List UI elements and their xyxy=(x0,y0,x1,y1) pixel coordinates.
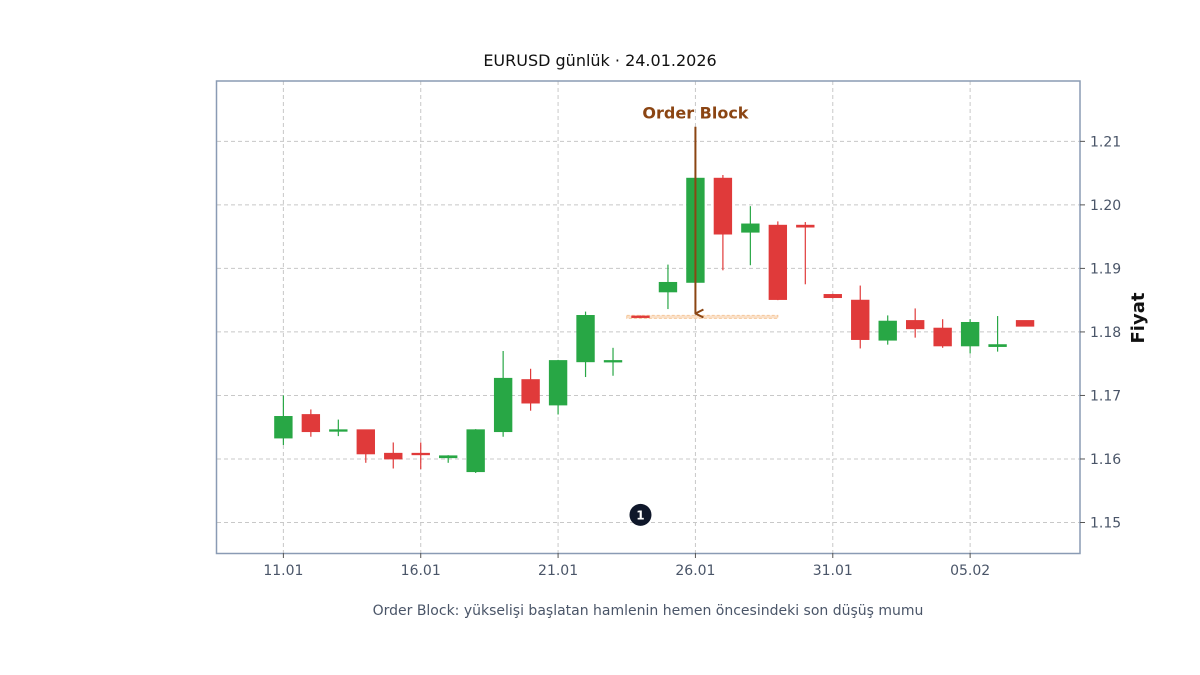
candle xyxy=(439,455,458,463)
y-tick-label: 1.18 xyxy=(1090,325,1121,341)
badge-label: 1 xyxy=(636,508,644,522)
candle-body xyxy=(576,315,595,363)
y-tick-label: 1.20 xyxy=(1090,198,1121,214)
candle xyxy=(1015,320,1035,327)
candle xyxy=(521,368,540,411)
candle-body xyxy=(329,429,348,432)
candle-body xyxy=(905,320,925,330)
annotation-label: Order Block xyxy=(642,104,748,123)
candle xyxy=(768,221,788,301)
candle xyxy=(356,429,375,463)
candle-body xyxy=(988,344,1007,347)
candle xyxy=(960,319,980,354)
candle xyxy=(466,429,485,473)
candle-body xyxy=(960,321,980,347)
candles xyxy=(274,175,1035,473)
candle xyxy=(603,347,623,376)
y-tick-label: 1.21 xyxy=(1090,134,1121,150)
x-tick-label: 05.02 xyxy=(950,563,990,579)
candle-body xyxy=(823,294,842,299)
candle-body xyxy=(878,320,897,341)
candle-body xyxy=(768,224,788,300)
x-axis: 11.01 16.01 21.01 26.01 31.01 05.02 xyxy=(263,553,990,579)
x-tick-label: 16.01 xyxy=(401,563,441,579)
annotations: Order Block 1 xyxy=(629,104,749,526)
candle xyxy=(631,315,650,318)
candle xyxy=(988,316,1007,352)
y-tick-label: 1.15 xyxy=(1090,516,1121,532)
candle-body xyxy=(466,429,485,473)
candle xyxy=(301,409,321,437)
candle-body xyxy=(521,379,540,404)
x-tick-label: 21.01 xyxy=(538,563,578,579)
x-tick-label: 31.01 xyxy=(813,563,853,579)
candle xyxy=(411,442,430,470)
candle xyxy=(851,285,870,349)
candle-body xyxy=(741,223,760,233)
candle-body xyxy=(356,429,375,455)
candle-body xyxy=(603,360,623,363)
candle-body xyxy=(851,299,870,340)
candle-body xyxy=(796,224,815,228)
candle-body xyxy=(439,455,458,459)
candle-body xyxy=(411,452,430,456)
x-tick-label: 26.01 xyxy=(675,563,715,579)
candle-body xyxy=(631,315,650,318)
y-tick-label: 1.19 xyxy=(1090,261,1121,277)
candle xyxy=(823,293,842,299)
candle-body xyxy=(933,327,952,347)
candle-body xyxy=(274,416,293,439)
badge-circle xyxy=(629,503,652,526)
candle xyxy=(548,359,568,415)
grid xyxy=(217,81,1080,553)
y-axis: 1.15 1.16 1.17 1.18 1.19 1.20 1.21 xyxy=(1080,134,1121,532)
candle xyxy=(878,315,897,345)
candle-body xyxy=(658,281,678,293)
candle-body xyxy=(384,452,403,460)
candle-body xyxy=(713,177,733,235)
candle-body xyxy=(493,377,513,433)
candle xyxy=(713,175,733,271)
candle-body xyxy=(1015,320,1035,327)
chart-caption: Order Block: yükselişi başlatan hamlenin… xyxy=(372,603,924,619)
chart-title: EURUSD günlük · 24.01.2026 xyxy=(483,51,717,70)
candle-body xyxy=(301,414,321,433)
candle xyxy=(905,308,925,338)
y-axis-label: Fiyat xyxy=(1128,292,1149,343)
candle xyxy=(384,442,403,469)
candle xyxy=(796,222,815,285)
candle xyxy=(658,264,678,310)
x-tick-label: 11.01 xyxy=(263,563,303,579)
candle xyxy=(741,206,760,266)
candle xyxy=(274,395,293,446)
y-tick-label: 1.16 xyxy=(1090,452,1121,468)
candle xyxy=(493,350,513,437)
candle xyxy=(329,419,348,437)
y-tick-label: 1.17 xyxy=(1090,388,1121,404)
candle-body xyxy=(548,360,568,406)
plot-frame xyxy=(215,80,1081,555)
candle xyxy=(933,319,952,348)
candle xyxy=(576,311,595,378)
